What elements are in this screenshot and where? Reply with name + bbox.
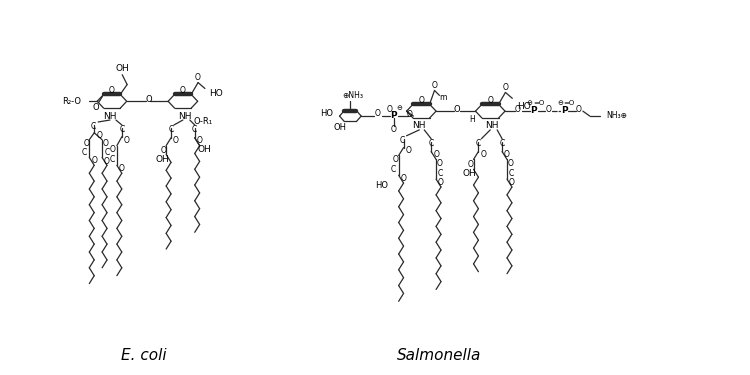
Text: O: O [438,178,444,187]
Text: OH: OH [116,64,129,73]
Text: O: O [503,83,509,92]
Text: O: O [437,159,443,168]
Text: C: C [104,148,110,157]
Text: O: O [103,139,109,148]
Text: O: O [509,178,515,187]
Text: O: O [109,86,115,95]
Text: O: O [508,159,514,168]
Text: C: C [400,136,405,145]
Text: =O: =O [533,100,544,106]
Text: P: P [530,106,537,115]
Text: O: O [393,155,399,164]
Text: OH: OH [198,145,211,154]
Text: P: P [561,106,568,115]
Text: O: O [504,150,510,159]
Text: O: O [83,139,89,148]
Text: O: O [515,105,520,114]
Text: C: C [437,169,442,178]
Text: C: C [91,122,96,131]
Text: m: m [440,93,447,102]
Text: O: O [173,136,179,145]
Text: =O: =O [563,100,574,106]
Text: O: O [124,136,130,145]
Text: O: O [419,96,424,105]
Text: O-R₁: O-R₁ [193,117,212,126]
Text: O: O [387,105,393,114]
Text: C: C [169,125,174,134]
Text: O: O [104,157,110,166]
Text: HO: HO [209,89,224,98]
Text: C: C [391,165,396,174]
Text: ⊖: ⊖ [397,105,403,111]
Text: C: C [509,169,514,178]
Text: NH: NH [413,122,426,130]
Text: HO: HO [320,109,334,118]
Text: O: O [576,105,582,114]
Text: O: O [92,103,99,112]
Text: O: O [196,136,202,145]
Text: R₂-O: R₂-O [62,97,82,106]
Text: P: P [391,111,397,120]
Text: O: O [400,174,406,183]
Text: C: C [192,125,197,134]
Text: O: O [110,145,116,154]
Text: E. coli: E. coli [121,348,166,363]
Text: NH: NH [178,112,191,121]
Text: O: O [433,150,439,159]
Text: C: C [476,139,481,148]
Text: OH: OH [155,155,169,164]
Text: O: O [180,86,186,95]
Text: C: C [82,148,87,157]
Text: NH: NH [485,122,499,130]
Text: O: O [468,160,473,169]
Text: O: O [96,131,102,140]
Text: HO: HO [375,180,388,189]
Text: NH₃⊕: NH₃⊕ [607,111,628,120]
Text: HO: HO [517,102,530,111]
Text: C: C [119,125,124,134]
Text: O: O [195,73,201,82]
Text: OH: OH [463,169,476,178]
Text: H: H [470,114,476,123]
Text: O: O [454,105,460,114]
Text: O: O [391,125,397,134]
Text: O: O [545,105,551,114]
Text: C: C [500,139,505,148]
Text: O: O [375,109,381,118]
Text: O: O [406,146,412,155]
Text: C: C [428,139,433,148]
Text: ⊕NH₃: ⊕NH₃ [342,92,363,100]
Text: ⊖: ⊖ [526,100,532,106]
Text: O: O [118,164,124,173]
Text: C: C [110,155,115,164]
Text: O: O [145,95,152,104]
Text: Salmonella: Salmonella [397,348,482,363]
Text: OH: OH [334,123,346,132]
Text: O: O [481,150,486,159]
Text: O: O [406,110,412,118]
Text: O: O [160,146,166,155]
Text: ⊖: ⊖ [557,100,563,106]
Text: NH: NH [104,112,117,121]
Text: O: O [92,156,98,165]
Text: O: O [431,81,437,90]
Text: O: O [488,96,494,105]
